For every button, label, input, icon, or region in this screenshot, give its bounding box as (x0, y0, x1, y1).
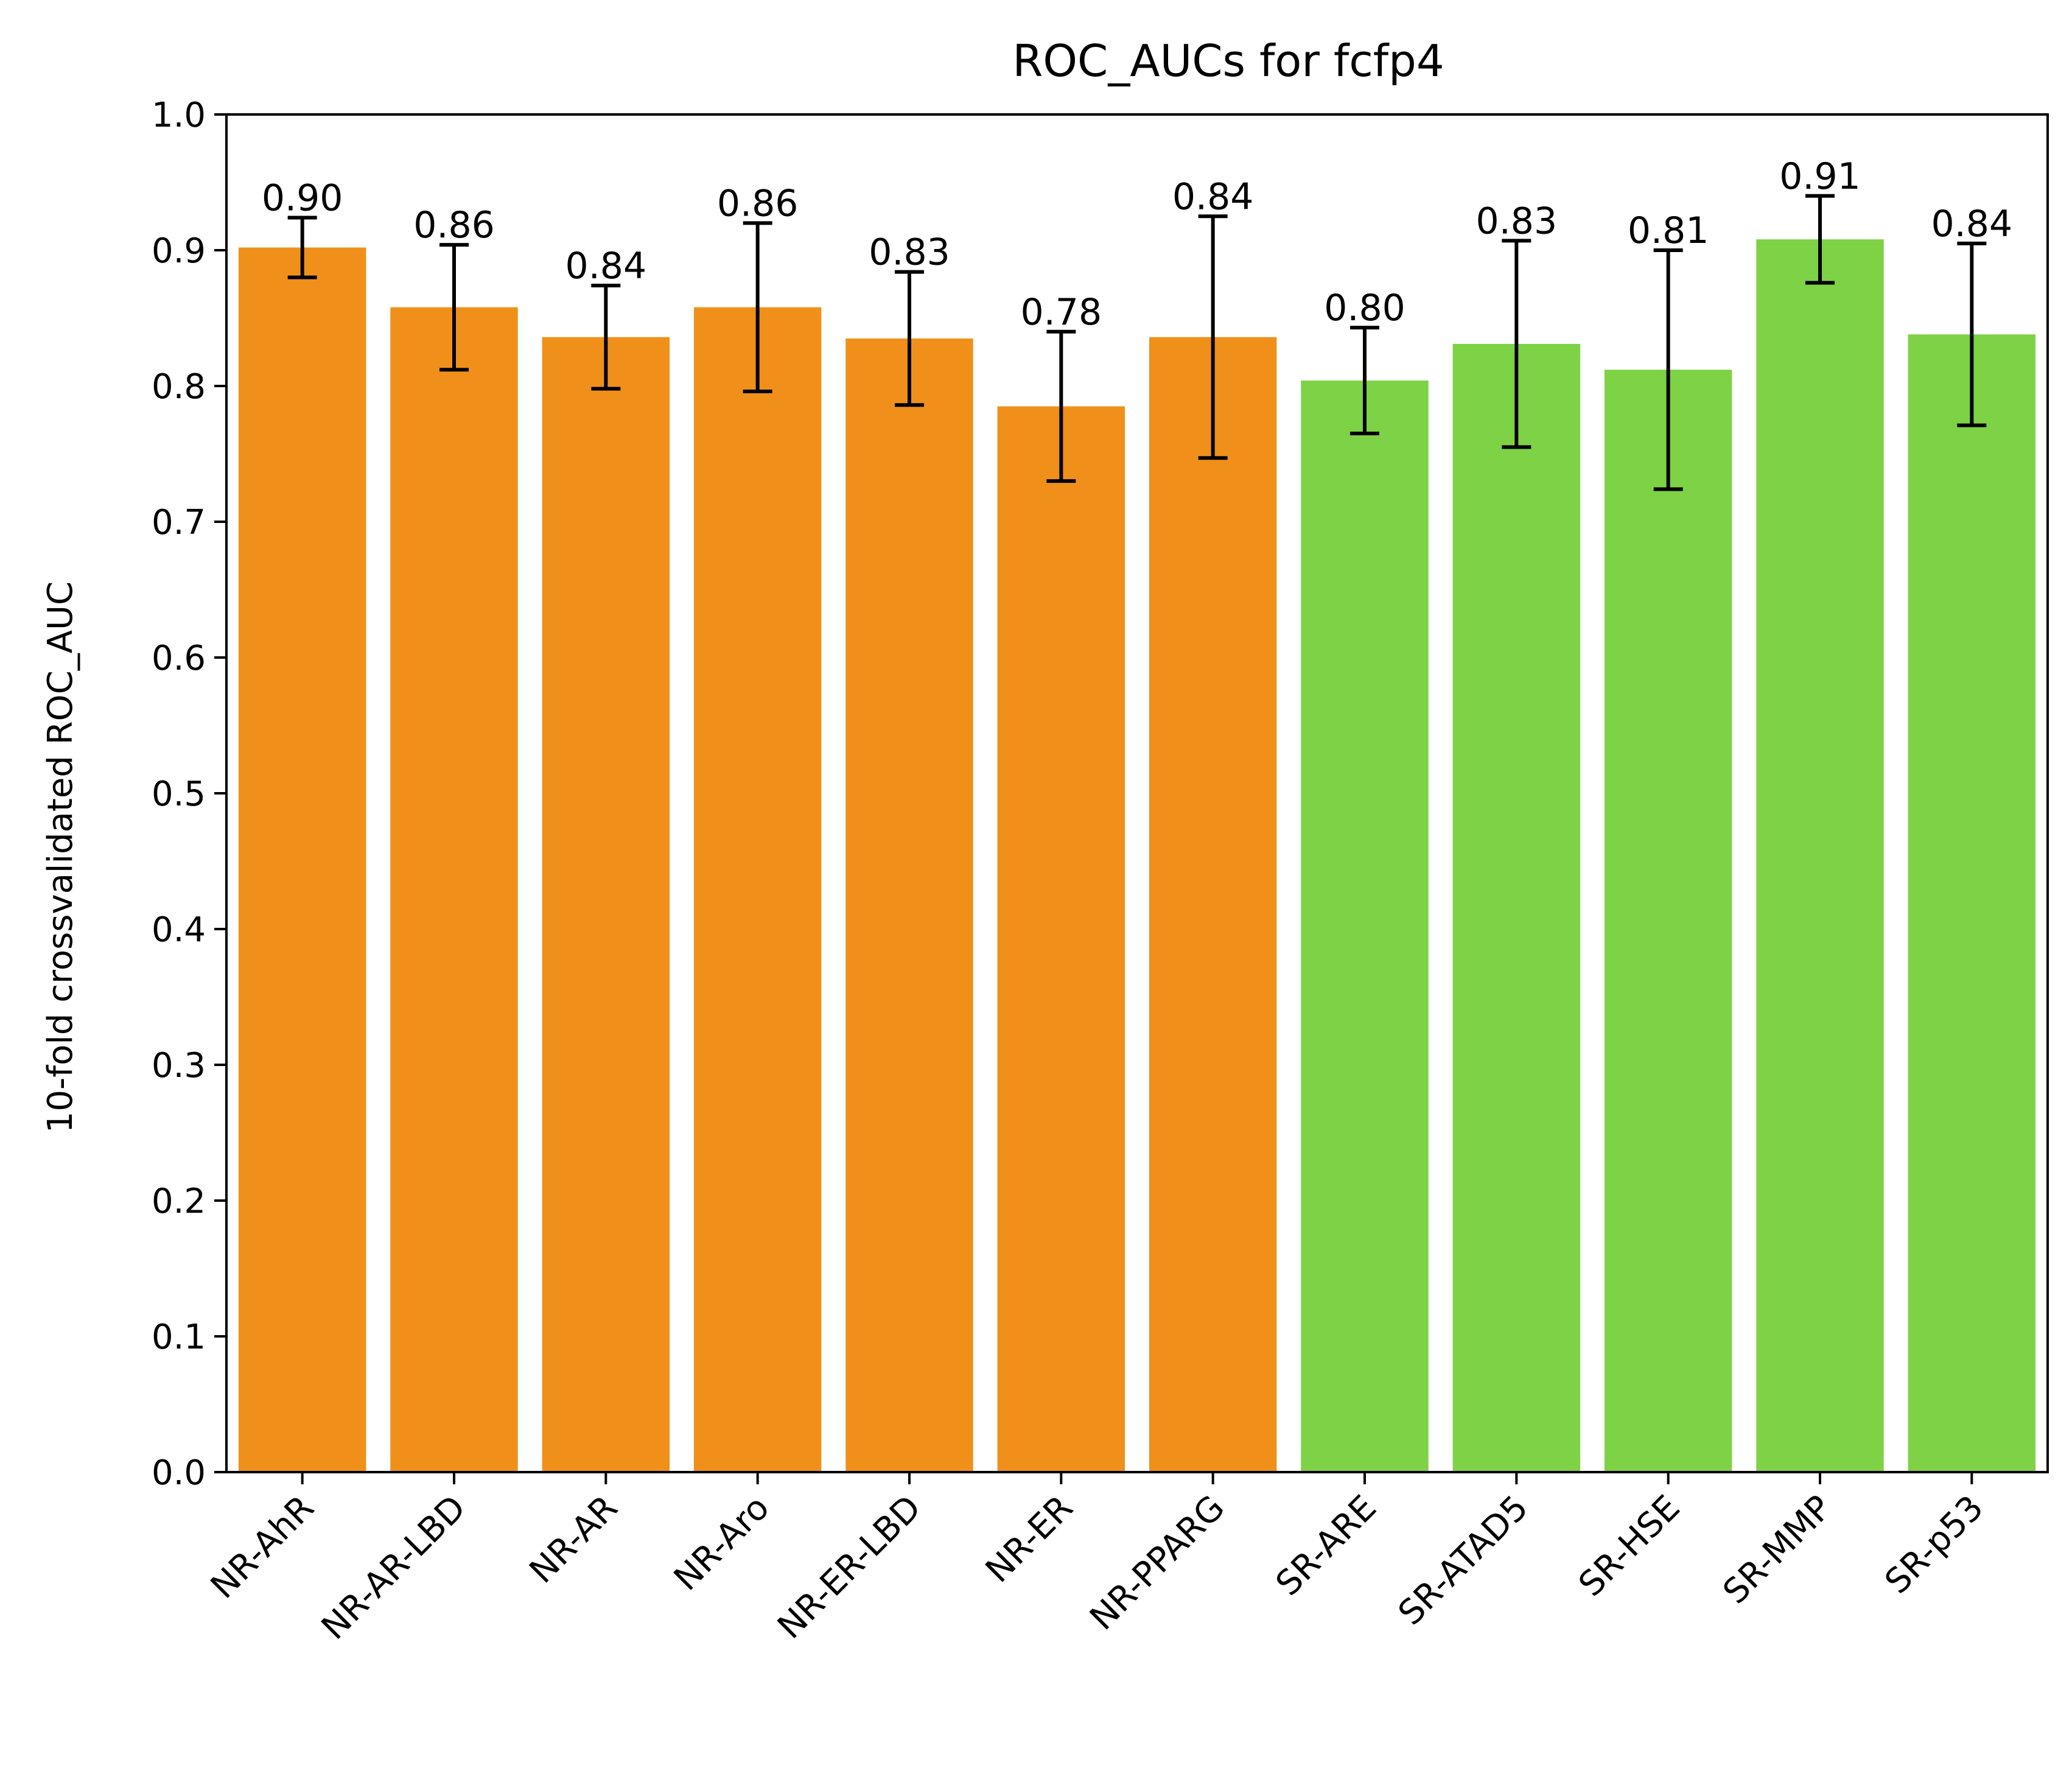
data-label-nr-ar: 0.84 (565, 245, 647, 287)
bar-nr-ahr (238, 247, 366, 1472)
y-tick-label-2: 0.2 (152, 1182, 206, 1221)
y-tick-label-5: 0.5 (152, 774, 206, 814)
data-label-sr-atad5: 0.83 (1476, 200, 1558, 242)
y-tick-label-10: 1.0 (152, 96, 206, 135)
bars-layer (238, 239, 2036, 1473)
data-label-nr-pparg: 0.84 (1172, 175, 1254, 218)
y-tick-label-9: 0.9 (152, 231, 206, 271)
data-label-nr-er-lbd: 0.83 (869, 231, 950, 274)
data-label-nr-ahr: 0.90 (262, 177, 343, 219)
error-bars-layer (287, 194, 1987, 491)
bar-nr-ar-lbd (390, 307, 518, 1472)
data-label-sr-are: 0.80 (1324, 287, 1405, 329)
data-label-sr-hse: 0.81 (1628, 209, 1709, 252)
bar-nr-ar (542, 337, 670, 1472)
data-label-nr-er: 0.78 (1021, 291, 1102, 334)
bar-sr-are (1301, 381, 1429, 1472)
y-tick-label-8: 0.8 (152, 367, 206, 407)
y-tick-label-4: 0.4 (152, 910, 206, 950)
data-label-nr-aro: 0.86 (717, 182, 799, 225)
bar-nr-er (997, 406, 1125, 1473)
data-label-sr-mmp: 0.91 (1779, 155, 1861, 198)
bar-nr-er-lbd (845, 338, 973, 1473)
y-tick-label-6: 0.6 (152, 639, 206, 678)
y-tick-label-0: 0.0 (152, 1453, 206, 1493)
y-tick-label-3: 0.3 (152, 1046, 206, 1086)
y-axis: 0.0 0.1 0.2 0.3 0.4 0.5 0.6 0.7 0.8 0.9 1.0 (152, 96, 226, 1493)
bar-sr-hse (1604, 370, 1732, 1472)
plot-frame (225, 113, 2049, 1473)
bar-sr-mmp (1756, 239, 1884, 1472)
data-labels-layer: 0.90 0.86 0.84 0.86 0.83 0.78 0.84 0.80 0.83 0.81… (262, 155, 2012, 334)
bar-sr-atad5 (1452, 343, 1581, 1472)
chart-title: ROC_AUCs for fcfp4 (1012, 35, 1444, 86)
bar-nr-aro (693, 307, 822, 1472)
y-tick-label-7: 0.7 (152, 503, 206, 542)
data-label-sr-p53: 0.84 (1931, 203, 2013, 245)
data-label-nr-ar-lbd: 0.86 (413, 204, 495, 247)
bar-nr-pparg (1149, 337, 1277, 1472)
bar-sr-p53 (1908, 334, 2036, 1472)
y-axis-label: 10-fold crossvalidated ROC_AUC (41, 581, 80, 1133)
y-tick-label-1: 0.1 (152, 1317, 206, 1357)
